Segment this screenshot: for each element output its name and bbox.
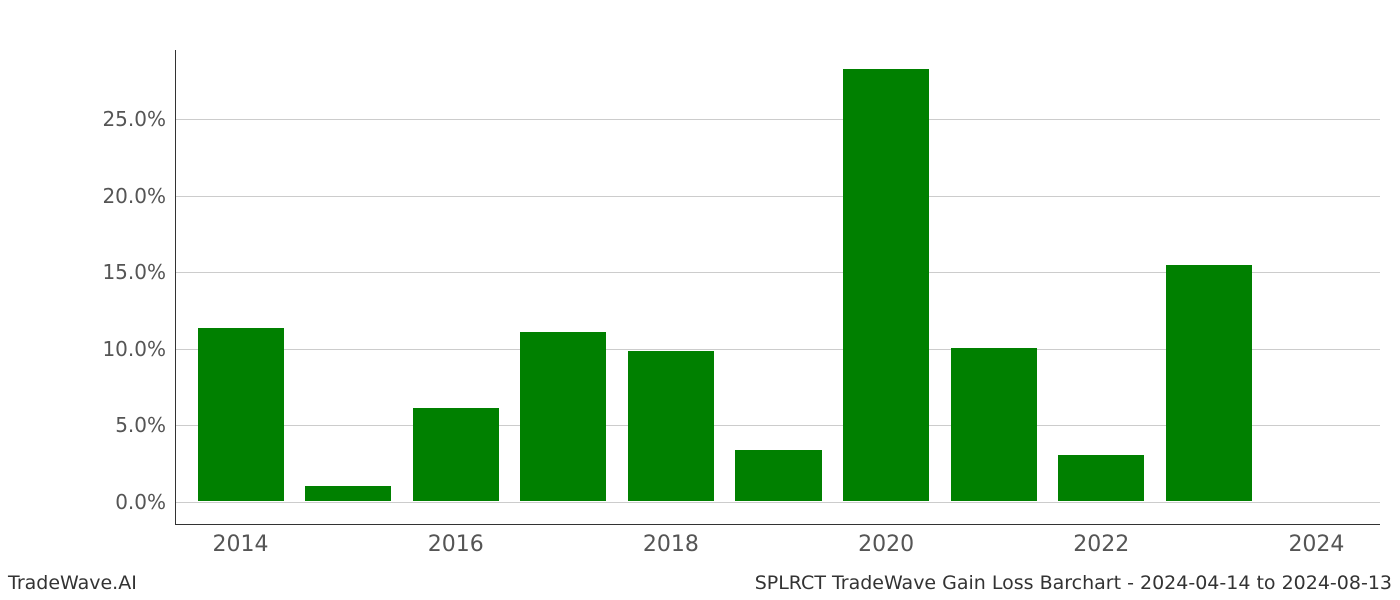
y-tick-label: 25.0% xyxy=(102,107,176,131)
bar xyxy=(1058,455,1144,501)
y-tick-label: 5.0% xyxy=(115,413,176,437)
bar xyxy=(951,348,1037,501)
y-tick-label: 20.0% xyxy=(102,184,176,208)
bar xyxy=(413,408,499,501)
bar xyxy=(735,450,821,501)
footer-right-text: SPLRCT TradeWave Gain Loss Barchart - 20… xyxy=(755,572,1392,594)
y-tick-label: 15.0% xyxy=(102,260,176,284)
y-tick-label: 0.0% xyxy=(115,490,176,514)
footer-left-text: TradeWave.AI xyxy=(8,572,137,594)
x-tick-label: 2024 xyxy=(1288,524,1344,557)
y-tick-label: 10.0% xyxy=(102,337,176,361)
x-tick-label: 2022 xyxy=(1073,524,1129,557)
x-tick-label: 2020 xyxy=(858,524,914,557)
gridline xyxy=(176,196,1380,197)
gridline xyxy=(176,502,1380,503)
bar xyxy=(520,332,606,501)
bar xyxy=(198,328,284,501)
bar xyxy=(305,486,391,501)
bar xyxy=(1166,265,1252,501)
bar xyxy=(843,69,929,501)
bar xyxy=(628,351,714,501)
gridline xyxy=(176,119,1380,120)
x-tick-label: 2018 xyxy=(643,524,699,557)
x-tick-label: 2016 xyxy=(428,524,484,557)
plot-area: 0.0%5.0%10.0%15.0%20.0%25.0%201420162018… xyxy=(175,50,1380,525)
x-tick-label: 2014 xyxy=(213,524,269,557)
